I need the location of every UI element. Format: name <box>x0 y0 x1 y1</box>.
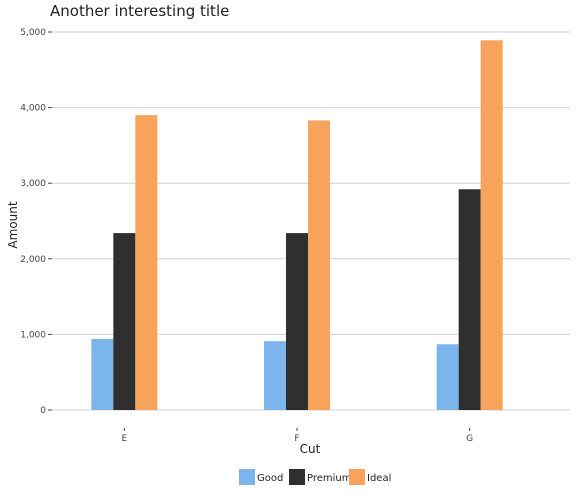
y-tick-label: 4,000 <box>20 104 46 114</box>
legend-item-good[interactable]: Good <box>239 469 283 485</box>
bar-good-f[interactable] <box>264 341 286 410</box>
x-tick-label: G <box>466 434 473 444</box>
bar-premium-f[interactable] <box>286 233 308 410</box>
y-axis-title: Amount <box>6 201 20 248</box>
legend-label: Premium <box>307 473 352 484</box>
legend-swatch <box>239 469 255 485</box>
bar-premium-e[interactable] <box>113 233 136 410</box>
chart-title: Another interesting title <box>50 2 229 20</box>
bar-good-e[interactable] <box>91 338 114 410</box>
y-tick-label: 5,000 <box>20 28 46 38</box>
y-tick-label: 0 <box>40 406 46 416</box>
legend-item-premium[interactable]: Premium <box>289 469 352 485</box>
legend-swatch <box>289 469 305 485</box>
legend[interactable]: Good Premium Ideal <box>239 469 391 485</box>
x-tick-label: E <box>121 434 127 444</box>
y-tick-label: 2,000 <box>20 255 46 265</box>
legend-swatch <box>349 469 365 485</box>
legend-label: Good <box>257 473 283 484</box>
legend-item-ideal[interactable]: Ideal <box>349 469 391 485</box>
bar-ideal-e[interactable] <box>135 115 158 410</box>
y-axis-ticks: 0 1,000 2,000 3,000 4,000 5,000 <box>20 28 52 416</box>
bar-good-g[interactable] <box>436 344 459 410</box>
y-tick-label: 1,000 <box>20 330 46 340</box>
bar-ideal-f[interactable] <box>308 120 330 411</box>
x-tick-label: F <box>294 434 299 444</box>
legend-label: Ideal <box>367 473 391 484</box>
x-axis-ticks: E F G <box>121 428 473 444</box>
bars <box>91 40 503 411</box>
y-tick-label: 3,000 <box>20 179 46 189</box>
bar-ideal-g[interactable] <box>480 40 503 410</box>
x-axis-title: Cut <box>300 442 321 456</box>
bar-premium-g[interactable] <box>458 189 481 410</box>
